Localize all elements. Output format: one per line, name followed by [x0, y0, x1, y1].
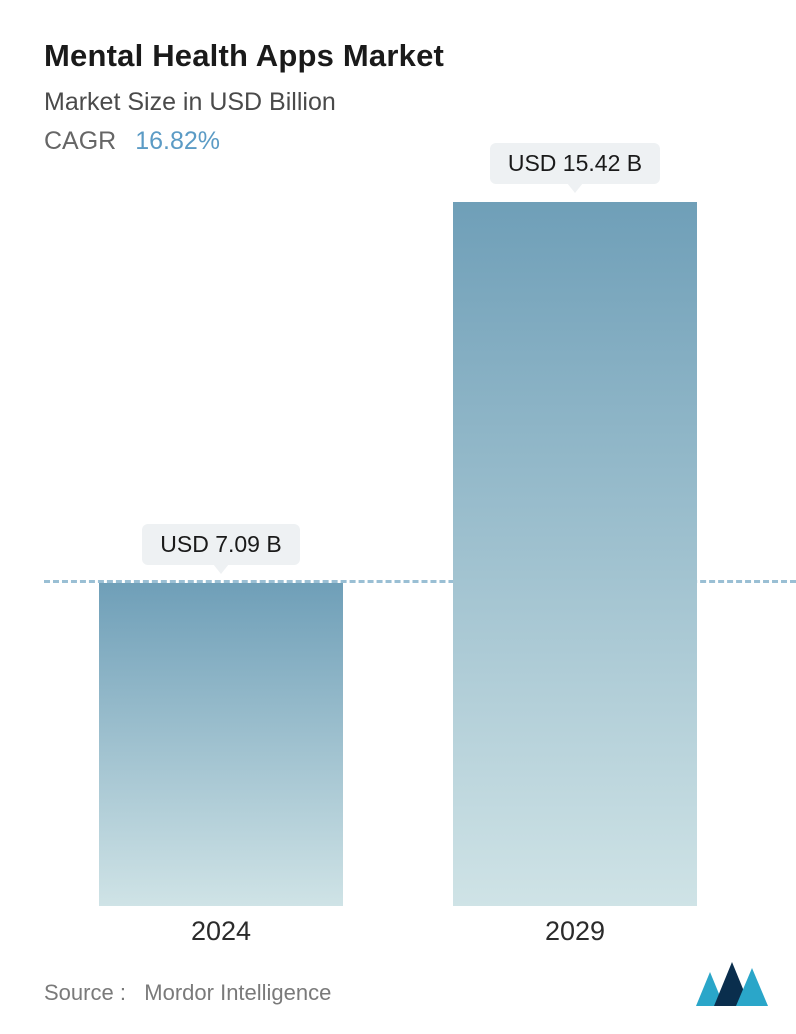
source-prefix: Source :: [44, 980, 126, 1005]
value-pill: USD 15.42 B: [490, 143, 660, 184]
bars-row: USD 7.09 B USD 15.42 B: [44, 176, 752, 906]
x-axis-labels: 2024 2029: [44, 916, 752, 947]
bar: [453, 202, 697, 906]
value-pill: USD 7.09 B: [142, 524, 299, 565]
bar: [99, 583, 343, 906]
cagr-label: CAGR: [44, 127, 116, 155]
bar-slot: USD 15.42 B: [426, 176, 723, 906]
source-name: Mordor Intelligence: [144, 980, 331, 1005]
bar-slot: USD 7.09 B: [72, 176, 369, 906]
plot-region: USD 7.09 B USD 15.42 B: [44, 176, 752, 906]
footer: Source : Mordor Intelligence: [44, 962, 768, 1006]
chart-area: USD 7.09 B USD 15.42 B 2024 2029: [44, 176, 752, 1034]
source-attribution: Source : Mordor Intelligence: [44, 980, 331, 1006]
x-axis-label: 2029: [426, 916, 723, 947]
pill-tail: [567, 183, 583, 193]
brand-logo-icon: [696, 962, 768, 1006]
cagr-value: 16.82%: [135, 127, 220, 155]
x-axis-label: 2024: [72, 916, 369, 947]
chart-subtitle: Market Size in USD Billion: [44, 88, 752, 117]
pill-tail: [213, 564, 229, 574]
chart-title: Mental Health Apps Market: [44, 38, 752, 74]
